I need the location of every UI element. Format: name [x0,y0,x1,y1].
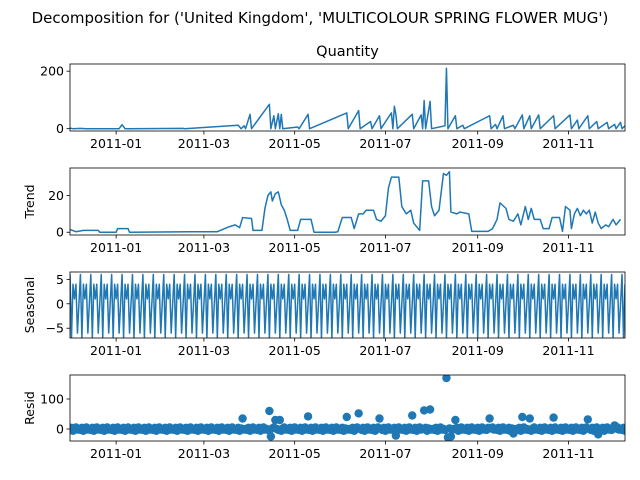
scatter-point [265,406,274,416]
scatter-point [442,375,451,383]
axes-frame [69,271,626,339]
series-line [70,170,622,233]
panel-2: 2011-01 2011-03 2011-05 2011-07 2011-09 2011-… [22,167,626,255]
scatter-point [391,431,401,440]
panel-1: 2011-01 2011-03 2011-05 2011-07 2011-09 2011-… [40,44,626,151]
scatter-point [451,415,460,425]
y-tick-label: 100 [40,392,64,407]
scatter-point [425,405,435,414]
x-tick-label: 2011-03 [178,446,230,461]
scatter-point [408,411,417,420]
scatter-point [342,412,351,422]
y-tick-label: 0 [56,121,64,136]
x-tick-label: 2011-03 [178,240,230,255]
scatter-point [275,415,284,425]
x-tick-label: 2011-03 [178,136,230,151]
x-tick-label: 2011-09 [452,446,504,461]
plot-area [70,67,625,130]
y-axis-label: Trend [22,184,37,219]
scatter-point [446,432,456,441]
x-tick-label: 2011-01 [90,343,142,358]
x-tick-label: 2011-11 [542,446,594,461]
x-tick-label: 2011-11 [542,343,594,358]
x-tick-label: 2011-09 [452,136,504,151]
axes-frame [69,374,626,442]
y-tick-label: 0 [56,422,64,437]
panel-3: 2011-01 2011-03 2011-05 2011-07 2011-09 2011-… [22,271,626,358]
panel-4: 2011-01 2011-03 2011-05 2011-07 2011-09 2011-… [22,374,626,461]
series-line [70,273,625,338]
figure-suptitle: Decomposition for ('United Kingdom', 'MU… [32,9,609,27]
scatter-point [303,412,313,421]
scatter-point [518,412,527,422]
x-tick-label: 2011-05 [269,240,321,255]
plot-area [70,375,625,441]
scatter-point [525,414,534,423]
x-tick-label: 2011-03 [178,343,230,358]
y-tick-label: 0 [56,296,64,311]
y-axis-label: Resid [22,391,37,425]
subplot-panels: 2011-01 2011-03 2011-05 2011-07 2011-09 2011-… [22,44,626,461]
x-tick-label: 2011-05 [269,136,321,151]
scatter-point [354,409,363,418]
x-tick-label: 2011-05 [269,446,321,461]
scatter-point [583,415,592,424]
panel-title: Quantity [316,44,379,60]
y-tick-label: 20 [48,188,64,203]
y-tick-label: 200 [40,64,64,79]
series-line [70,67,625,130]
scatter-point [375,414,384,423]
y-tick-label: 0 [56,225,64,240]
x-tick-label: 2011-07 [359,343,411,358]
x-tick-label: 2011-01 [90,240,142,255]
axes-frame [69,167,626,236]
y-tick-label: −5 [46,321,64,336]
x-tick-label: 2011-01 [90,446,142,461]
scatter-point [238,414,247,423]
plot-area [70,273,625,338]
scatter-point [266,432,276,441]
x-tick-label: 2011-07 [359,136,411,151]
x-tick-label: 2011-09 [452,343,504,358]
y-axis-label: Seasonal [22,277,37,334]
plot-area [70,170,622,233]
scatter-point [620,426,625,435]
x-tick-label: 2011-01 [90,136,142,151]
x-tick-label: 2011-07 [359,446,411,461]
scatter-point [549,413,558,422]
scatter-point [485,414,494,423]
y-tick-label: 5 [56,272,64,287]
x-tick-label: 2011-11 [542,136,594,151]
axes-frame [69,63,626,132]
x-tick-label: 2011-11 [542,240,594,255]
x-tick-label: 2011-05 [269,343,321,358]
x-tick-label: 2011-07 [359,240,411,255]
x-tick-label: 2011-09 [452,240,504,255]
